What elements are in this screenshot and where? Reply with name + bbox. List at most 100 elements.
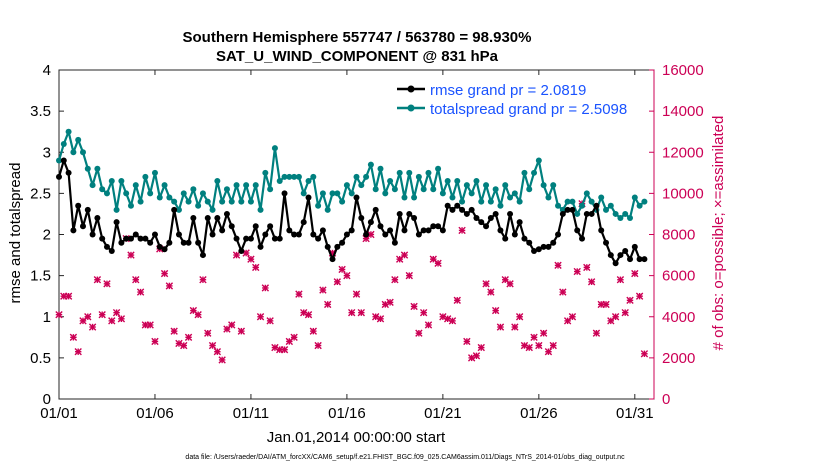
rmse-point [444, 202, 451, 209]
obs-point-stroke [415, 329, 423, 337]
totalspread-point [420, 186, 427, 193]
y2-tick-label: 2000 [662, 350, 695, 367]
totalspread-point [617, 215, 624, 222]
obs-point [64, 292, 73, 300]
rmse-point [487, 215, 494, 222]
rmse-point [622, 247, 629, 254]
obs-point [103, 280, 111, 288]
rmse-point [310, 231, 317, 238]
obs-point-stroke [256, 313, 265, 321]
obs-point [405, 271, 413, 280]
totalspread-point [156, 194, 163, 201]
obs-point-stroke [626, 296, 634, 304]
x-tick-label: 01/06 [136, 405, 174, 422]
rmse-point [415, 231, 422, 238]
obs-point [280, 345, 289, 354]
rmse-point [627, 256, 634, 263]
obs-point [549, 341, 557, 350]
totalspread-point [444, 178, 451, 185]
rmse-point [305, 194, 312, 201]
rmse-point [147, 239, 154, 246]
obs-point-stroke [419, 308, 428, 317]
obs-point-stroke [304, 310, 313, 319]
obs-point [338, 265, 346, 274]
rmse-point [113, 219, 120, 226]
obs-point [290, 333, 298, 342]
obs-point [194, 310, 202, 319]
rmse-point [473, 215, 480, 222]
obs-point-stroke [242, 249, 250, 257]
totalspread-point [478, 198, 485, 205]
rmse-point [103, 243, 110, 250]
obs-point [160, 269, 169, 278]
obs-point [151, 337, 159, 346]
totalspread-point [151, 169, 158, 176]
totalspread-point [387, 178, 394, 185]
y-tick-label: 2.5 [30, 185, 51, 202]
rmse-point [161, 246, 168, 253]
rmse-point [367, 219, 374, 226]
obs-point [108, 317, 116, 325]
obs-point-stroke [170, 327, 178, 335]
totalspread-point [521, 169, 528, 176]
obs-point-stroke [439, 313, 447, 321]
obs-point-stroke [539, 329, 548, 337]
obs-point-stroke [103, 280, 111, 288]
totalspread-point [123, 190, 130, 197]
obs-point-stroke [93, 276, 102, 284]
obs-point-stroke [151, 337, 159, 346]
totalspread-point [175, 206, 182, 213]
obs-point [376, 315, 385, 323]
rmse-point [339, 239, 346, 246]
obs-point [88, 323, 97, 331]
obs-point [112, 308, 121, 317]
obs-point-stroke [175, 339, 183, 348]
totalspread-point [127, 202, 134, 209]
totalspread-point [526, 186, 533, 193]
obs-point-stroke [232, 251, 241, 259]
totalspread-point [583, 190, 590, 197]
rmse-point [151, 231, 158, 238]
obs-point [573, 267, 581, 276]
rmse-point [223, 210, 230, 217]
totalspread-point [89, 182, 96, 189]
obs-point [539, 329, 548, 337]
legend-rmse-marker [407, 85, 415, 93]
obs-point [506, 280, 514, 288]
rmse-point [425, 227, 432, 234]
obs-point [583, 263, 591, 272]
obs-point [391, 276, 399, 284]
rmse-point [439, 227, 446, 234]
y2-tick-label: 16000 [662, 62, 704, 79]
totalspread-point [502, 182, 509, 189]
obs-point [184, 333, 193, 342]
obs-point [232, 251, 241, 259]
totalspread-point [612, 210, 619, 217]
obs-point-stroke [160, 269, 169, 278]
data-file-footer: data file: /Users/raeder/DAI/ATM_forcXX/… [185, 454, 625, 461]
rmse-point [324, 243, 331, 250]
obs-point-stroke [290, 333, 298, 342]
rmse-point [142, 235, 149, 242]
totalspread-point [267, 186, 274, 193]
obs-point [386, 298, 394, 307]
totalspread-point [401, 194, 408, 201]
rmse-point [502, 235, 509, 242]
obs-point-stroke [333, 278, 342, 286]
obs-point-stroke [180, 341, 188, 350]
totalspread-point [454, 178, 461, 185]
obs-point [400, 251, 409, 259]
rmse-point [550, 239, 557, 246]
obs-point [55, 310, 63, 319]
totalspread-point [439, 190, 446, 197]
rmse-point [377, 223, 384, 230]
rmse-point [123, 235, 130, 242]
plot-area-frame [58, 69, 655, 400]
obs-point [261, 284, 270, 292]
obs-point [256, 313, 265, 321]
rmse-point [233, 235, 240, 242]
obs-point-stroke [544, 348, 553, 356]
totalspread-point [343, 182, 350, 189]
obs-point-stroke [525, 343, 533, 352]
rmse-point [559, 210, 566, 217]
